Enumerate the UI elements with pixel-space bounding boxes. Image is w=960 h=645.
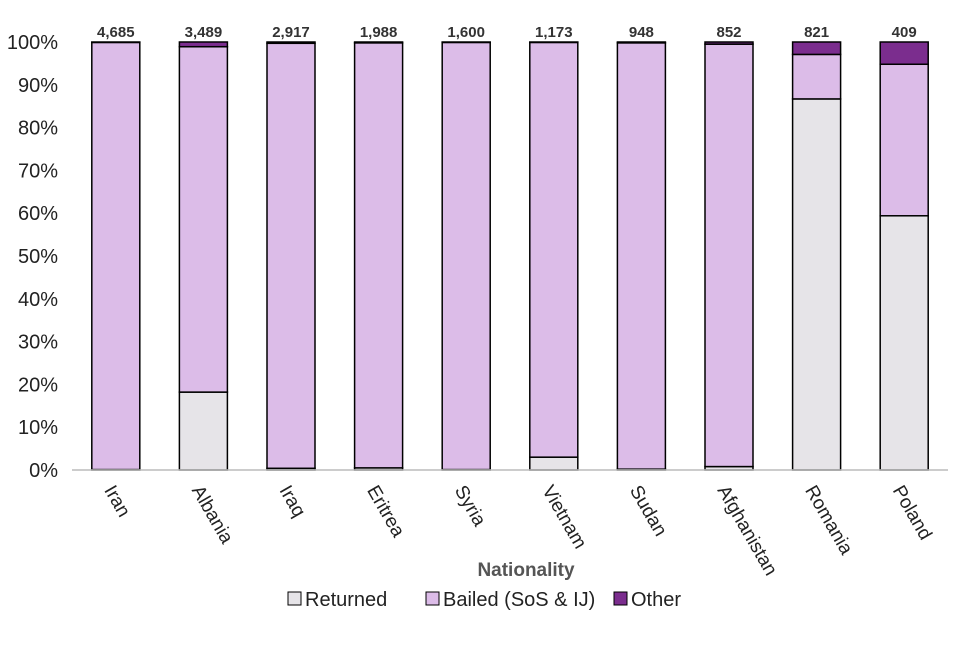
- y-tick-label: 30%: [18, 332, 58, 354]
- bar-segment: [705, 42, 753, 44]
- y-tick-label: 40%: [18, 289, 58, 311]
- bar-segment: [793, 42, 841, 54]
- x-tick-label: Poland: [888, 482, 936, 544]
- x-tick-label: Sudan: [625, 482, 671, 540]
- bar-segment: [880, 64, 928, 216]
- legend-swatch: [426, 592, 439, 605]
- legend-swatch: [614, 592, 627, 605]
- total-labels-group: 4,685 3,489 2,917 1,988 1,600 1,173 948 852 821 4…: [97, 24, 917, 41]
- y-tick-label: 50%: [18, 246, 58, 268]
- bar-segment: [880, 216, 928, 470]
- y-tick-label: 100%: [7, 32, 58, 54]
- x-tick-label: Afghanistan: [713, 482, 781, 579]
- y-tick-label: 80%: [18, 118, 58, 140]
- bar-total-label: 3,489: [185, 24, 223, 41]
- bar-total-label: 1,988: [360, 24, 398, 41]
- bar-segment: [179, 42, 227, 47]
- bar-total-label: 852: [716, 24, 741, 41]
- bar-segment: [617, 42, 665, 43]
- bar-total-label: 948: [629, 24, 654, 41]
- bar-total-label: 409: [892, 24, 917, 41]
- bar-segment: [442, 42, 490, 469]
- bar-segment: [179, 392, 227, 470]
- y-tick-label: 60%: [18, 203, 58, 225]
- bar-segment: [705, 44, 753, 466]
- x-tick-label: Iraq: [275, 482, 310, 521]
- bar-segment: [530, 42, 578, 457]
- y-tick-label: 90%: [18, 75, 58, 97]
- bar-segment: [355, 42, 403, 43]
- bar-total-label: 2,917: [272, 24, 310, 41]
- x-tick-label: Albania: [187, 482, 237, 548]
- legend: Returned Bailed (SoS & IJ) Other: [288, 589, 681, 611]
- x-tick-label: Syria: [450, 482, 490, 530]
- bar-segment: [793, 99, 841, 470]
- x-tick-label: Romania: [800, 482, 856, 559]
- bar-segment: [880, 42, 928, 64]
- bar-segment: [530, 457, 578, 470]
- x-axis-title: Nationality: [477, 560, 575, 581]
- y-tick-label: 0%: [29, 460, 58, 482]
- bar-segment: [793, 54, 841, 99]
- bar-segment: [92, 42, 140, 469]
- legend-label: Bailed (SoS & IJ): [443, 589, 595, 611]
- legend-label: Other: [631, 589, 681, 611]
- bar-total-label: 4,685: [97, 24, 135, 41]
- x-tick-label: Eritrea: [362, 482, 408, 541]
- x-tick-label: Vietnam: [537, 482, 590, 553]
- bar-total-label: 821: [804, 24, 829, 41]
- bar-total-label: 1,600: [447, 24, 485, 41]
- y-axis: 0% 10% 20% 30% 40% 50% 60% 70% 80% 90% 100%: [7, 32, 58, 482]
- bar-segment: [355, 43, 403, 468]
- bar-segment: [179, 47, 227, 392]
- bar-segment: [267, 42, 315, 43]
- bar-segment: [267, 43, 315, 468]
- bar-segment: [617, 43, 665, 469]
- y-tick-label: 10%: [18, 417, 58, 439]
- bars-group: [92, 42, 928, 470]
- legend-swatch: [288, 592, 301, 605]
- legend-label: Returned: [305, 589, 387, 611]
- bar-total-label: 1,173: [535, 24, 573, 41]
- y-tick-label: 20%: [18, 374, 58, 396]
- x-tick-label: Iran: [99, 482, 134, 521]
- y-tick-label: 70%: [18, 160, 58, 182]
